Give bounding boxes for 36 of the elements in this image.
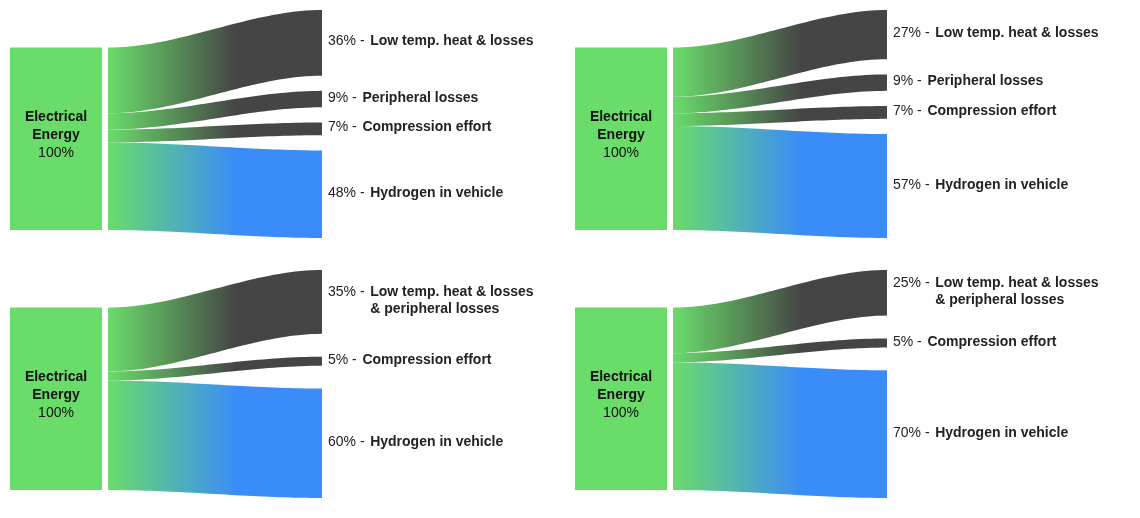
category-label: Compression effort [362, 350, 492, 367]
text: Electrical Energy [24, 367, 88, 402]
data-label: 48% - [328, 183, 365, 200]
category-label: Low temp. heat & losses [370, 32, 534, 49]
category-label: Peripheral losses [362, 88, 479, 105]
data-label: 9% - [893, 72, 923, 89]
category-label: Hydrogen in vehicle [370, 432, 504, 449]
data-label: 36% - [328, 32, 365, 49]
category-label: Low temp. heat & losses & peripheral losses [935, 274, 1099, 307]
text: 100% [603, 143, 639, 160]
category-label: Hydrogen in vehicle [370, 183, 504, 200]
data-label: 27% - [893, 24, 930, 41]
category-label: Compression effort [362, 118, 492, 135]
category-label: Peripheral losses [927, 72, 1044, 89]
text: 100% [603, 403, 639, 420]
text: Electrical Energy [24, 107, 88, 142]
category-label: Compression effort [927, 332, 1057, 349]
category-label: Hydrogen in vehicle [935, 423, 1069, 440]
data-label: 5% - [328, 350, 358, 367]
data-label: 35% - [328, 283, 365, 300]
text: 100% [38, 143, 74, 160]
text: Electrical Energy [589, 367, 653, 402]
category-label: Compression effort [927, 102, 1057, 119]
data-label: 7% - [328, 118, 358, 135]
data-label: 25% - [893, 274, 930, 290]
category-label: Hydrogen in vehicle [935, 175, 1069, 192]
data-label: 57% - [893, 175, 930, 192]
data-label: 9% - [328, 88, 358, 105]
data-label: 60% - [328, 432, 365, 449]
text: Electrical Energy [589, 107, 653, 142]
data-label: 70% - [893, 423, 930, 440]
data-label: 5% - [893, 332, 923, 349]
category-label: Low temp. heat & losses & peripheral losses [370, 283, 534, 316]
text: 100% [38, 403, 74, 420]
category-label: Low temp. heat & losses [935, 24, 1099, 41]
data-label: 7% - [893, 102, 923, 119]
